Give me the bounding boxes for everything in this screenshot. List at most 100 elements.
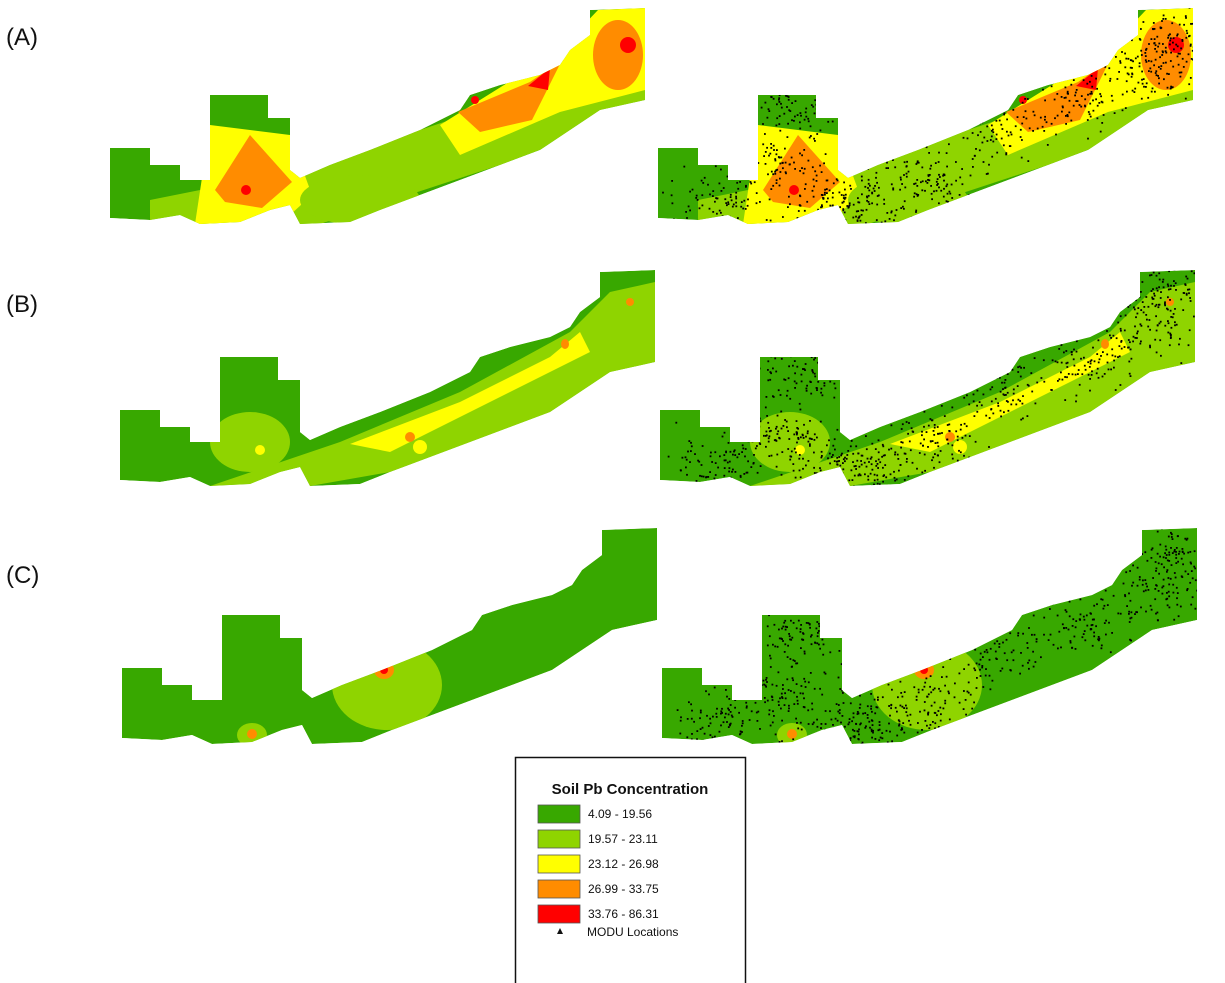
modu-point [820, 206, 822, 209]
modu-point [838, 456, 841, 458]
modu-point [1159, 543, 1162, 546]
modu-point [838, 460, 840, 462]
modu-point [888, 722, 890, 725]
modu-point [813, 433, 816, 436]
modu-point [1066, 589, 1068, 591]
modu-point [730, 714, 733, 717]
modu-point [858, 728, 860, 731]
modu-point [933, 466, 935, 469]
modu-point [820, 194, 823, 196]
modu-point [1198, 555, 1200, 557]
modu-point [1147, 60, 1150, 62]
modu-point [1040, 656, 1042, 659]
modu-point [942, 707, 945, 710]
modu-point [828, 230, 830, 232]
modu-point [868, 228, 870, 230]
modu-point [1174, 321, 1176, 324]
modu-point [767, 108, 770, 111]
modu-point [1185, 538, 1188, 541]
modu-point [696, 199, 699, 201]
concentration-zone [561, 339, 569, 349]
modu-point [703, 158, 706, 161]
modu-point [1180, 575, 1183, 578]
modu-point [967, 640, 969, 643]
modu-point [1196, 86, 1198, 88]
modu-point [1192, 46, 1193, 49]
modu-point [1170, 533, 1173, 536]
modu-point [923, 701, 926, 703]
modu-point [958, 701, 961, 704]
modu-point [1058, 348, 1061, 350]
modu-point [767, 437, 770, 440]
modu-point [783, 112, 786, 115]
modu-point [963, 454, 965, 457]
modu-point [817, 630, 820, 632]
modu-point [1024, 110, 1027, 113]
modu-point [1112, 334, 1115, 337]
modu-point [1095, 625, 1097, 628]
modu-point [1166, 604, 1169, 607]
modu-point [811, 504, 813, 506]
modu-point [1158, 272, 1161, 275]
modu-point [1189, 581, 1192, 584]
modu-point [1145, 47, 1148, 50]
modu-point [829, 380, 832, 383]
modu-point [796, 699, 799, 702]
modu-point [987, 172, 989, 175]
modu-point [797, 619, 800, 622]
modu-point [736, 456, 739, 459]
modu-point [894, 166, 897, 169]
modu-point [780, 427, 783, 430]
modu-point [1152, 577, 1154, 579]
modu-point [965, 713, 967, 716]
modu-point [699, 711, 702, 714]
modu-point [1138, 530, 1141, 532]
modu-point [795, 451, 797, 454]
modu-point [726, 461, 729, 464]
modu-point [1150, 557, 1153, 559]
modu-point [910, 427, 913, 430]
modu-point [990, 723, 992, 726]
modu-point [1145, 82, 1148, 85]
modu-point [815, 180, 818, 182]
modu-point [903, 174, 905, 176]
modu-point [1127, 57, 1130, 60]
modu-point [835, 460, 838, 463]
modu-point [873, 698, 876, 701]
modu-point [884, 454, 886, 457]
modu-point [814, 140, 816, 142]
modu-point [801, 167, 803, 169]
modu-point [766, 681, 768, 683]
modu-point [784, 628, 787, 631]
modu-point [709, 717, 711, 720]
modu-point [798, 454, 801, 456]
modu-point [823, 352, 826, 354]
modu-point [1199, 33, 1201, 35]
modu-point [948, 143, 950, 146]
modu-point [812, 178, 815, 181]
modu-point [1115, 337, 1118, 340]
modu-point [705, 690, 707, 693]
modu-point [1157, 45, 1159, 48]
modu-point [819, 129, 822, 132]
modu-point [1046, 144, 1049, 146]
modu-point [701, 726, 704, 729]
modu-point [1033, 357, 1036, 359]
modu-point [799, 628, 802, 630]
modu-point [908, 422, 910, 424]
modu-point [1179, 516, 1181, 518]
concentration-zone [332, 640, 442, 730]
modu-point [1167, 270, 1169, 271]
modu-point [1180, 298, 1183, 301]
modu-point [836, 456, 839, 459]
modu-point [841, 360, 844, 363]
modu-point [739, 679, 742, 682]
modu-point [1083, 630, 1086, 632]
modu-point [1160, 354, 1162, 357]
modu-point [926, 724, 928, 727]
modu-point [834, 726, 836, 729]
modu-point [821, 223, 824, 224]
modu-point [979, 658, 982, 661]
modu-point [988, 163, 990, 166]
modu-point [829, 651, 832, 654]
